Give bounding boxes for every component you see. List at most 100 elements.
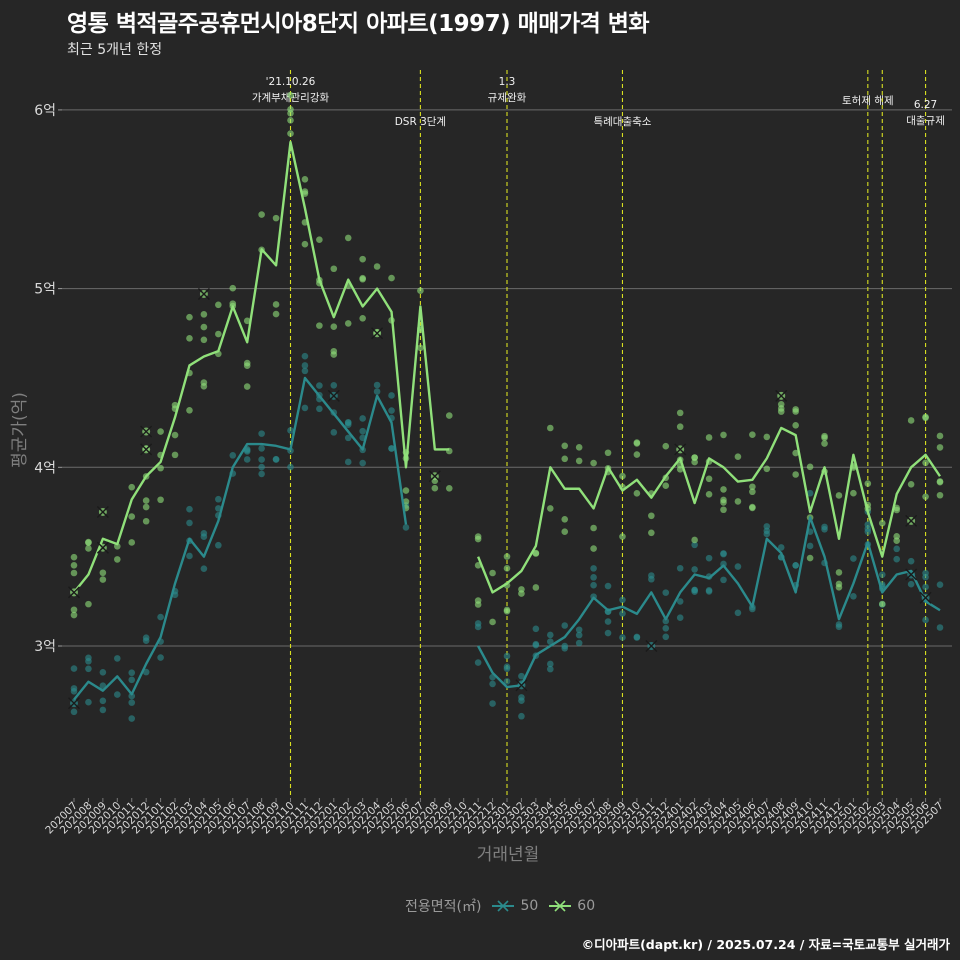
- trade-point-50: [128, 699, 136, 706]
- trade-point-60: [850, 489, 857, 497]
- chart-subtitle: 최근 5개년 한정: [67, 42, 163, 58]
- trade-point-60: [720, 486, 727, 493]
- event-label: 6.27: [914, 99, 937, 111]
- trade-point-60: [792, 449, 799, 457]
- trade-point-50: [821, 523, 828, 531]
- trade-point-60: [171, 431, 179, 439]
- trade-point-50: [142, 637, 150, 644]
- trade-point-60: [864, 480, 872, 487]
- trade-point-60: [431, 484, 439, 492]
- trade-point-60: [503, 553, 511, 560]
- trade-point-60: [821, 440, 828, 447]
- trade-point-60: [215, 330, 222, 338]
- trade-point-50: [344, 418, 352, 426]
- legend: 전용면적(㎡) 50 60: [405, 896, 595, 916]
- trade-point-60: [417, 287, 424, 294]
- trade-point-50: [388, 407, 395, 414]
- trade-point-60: [893, 506, 900, 514]
- trade-point-50: [186, 519, 193, 527]
- trade-point-50: [85, 665, 92, 673]
- trade-point-50: [561, 642, 569, 650]
- trade-point-50: [99, 668, 107, 676]
- trade-point-60: [532, 584, 540, 591]
- trade-point-60: [316, 322, 323, 329]
- event-label: 대출규제: [906, 115, 945, 127]
- trade-point-50: [547, 660, 554, 668]
- trade-point-60: [243, 362, 251, 370]
- trade-point-60: [503, 565, 511, 572]
- legend-swatch-60: [549, 900, 572, 912]
- trade-point-50: [359, 415, 366, 422]
- trade-point-50: [301, 367, 309, 375]
- x-mark: [905, 568, 918, 581]
- trade-point-50: [287, 463, 294, 471]
- trade-point-60: [186, 335, 193, 342]
- trade-point-60: [575, 457, 583, 465]
- x-mark: [197, 287, 210, 300]
- trade-point-60: [878, 519, 886, 527]
- trade-point-60: [633, 451, 641, 458]
- trade-point-50: [547, 638, 554, 645]
- trade-point-60: [301, 188, 309, 195]
- trade-point-60: [561, 528, 569, 536]
- trade-point-50: [344, 458, 352, 466]
- x-mark: [140, 425, 153, 438]
- trade-point-50: [258, 456, 265, 463]
- trade-point-60: [590, 459, 597, 467]
- trade-point-60: [373, 263, 381, 270]
- trade-point-60: [633, 490, 641, 497]
- trade-point-60: [114, 556, 121, 563]
- trade-point-60: [70, 562, 78, 569]
- trade-point-50: [907, 580, 915, 588]
- trade-point-50: [186, 552, 193, 560]
- trade-point-50: [489, 700, 496, 707]
- trade-point-50: [142, 668, 150, 676]
- trade-point-60: [186, 313, 193, 321]
- trade-point-60: [547, 424, 554, 432]
- trade-point-60: [344, 320, 352, 327]
- series-line-50: [73, 376, 408, 701]
- trade-point-60: [734, 453, 742, 461]
- x-mark: [515, 679, 528, 692]
- legend-label-60: 60: [577, 898, 596, 914]
- trade-point-50: [619, 596, 626, 604]
- trade-point-60: [258, 211, 265, 218]
- series-line-50: [477, 516, 941, 689]
- trade-point-60: [575, 444, 583, 451]
- trade-point-60: [474, 601, 482, 608]
- series-line-60: [477, 426, 941, 594]
- trade-point-50: [258, 463, 265, 471]
- trade-point-60: [806, 463, 814, 471]
- trade-point-50: [720, 550, 727, 558]
- trade-point-50: [705, 588, 713, 595]
- trade-point-50: [518, 712, 525, 720]
- trade-point-50: [936, 624, 944, 631]
- trade-point-60: [676, 423, 684, 431]
- trade-point-50: [749, 605, 756, 613]
- chart-title: 영통 벽적골주공휴먼시아8단지 아파트(1997) 매매가격 변화: [67, 11, 650, 37]
- trade-point-60: [734, 498, 742, 505]
- trade-point-60: [749, 488, 756, 496]
- trade-point-60: [445, 412, 453, 419]
- trade-point-50: [676, 564, 684, 572]
- trade-point-50: [662, 633, 670, 641]
- trade-point-50: [662, 624, 670, 632]
- trade-point-60: [70, 606, 78, 614]
- trade-point-50: [359, 459, 366, 467]
- trade-point-50: [373, 381, 381, 389]
- trade-point-60: [171, 451, 179, 459]
- trade-point-50: [691, 541, 698, 549]
- trade-point-50: [258, 470, 265, 478]
- trade-point-60: [705, 434, 713, 441]
- trade-point-60: [777, 405, 785, 412]
- trade-point-60: [200, 323, 208, 331]
- trade-point-50: [907, 557, 915, 565]
- trade-point-60: [619, 533, 626, 540]
- x-mark: [327, 389, 340, 402]
- event-label: 특례대출축소: [593, 116, 651, 128]
- x-mark: [919, 591, 932, 604]
- trade-point-60: [936, 432, 944, 440]
- trade-point-50: [648, 575, 655, 583]
- trade-point-50: [316, 405, 323, 413]
